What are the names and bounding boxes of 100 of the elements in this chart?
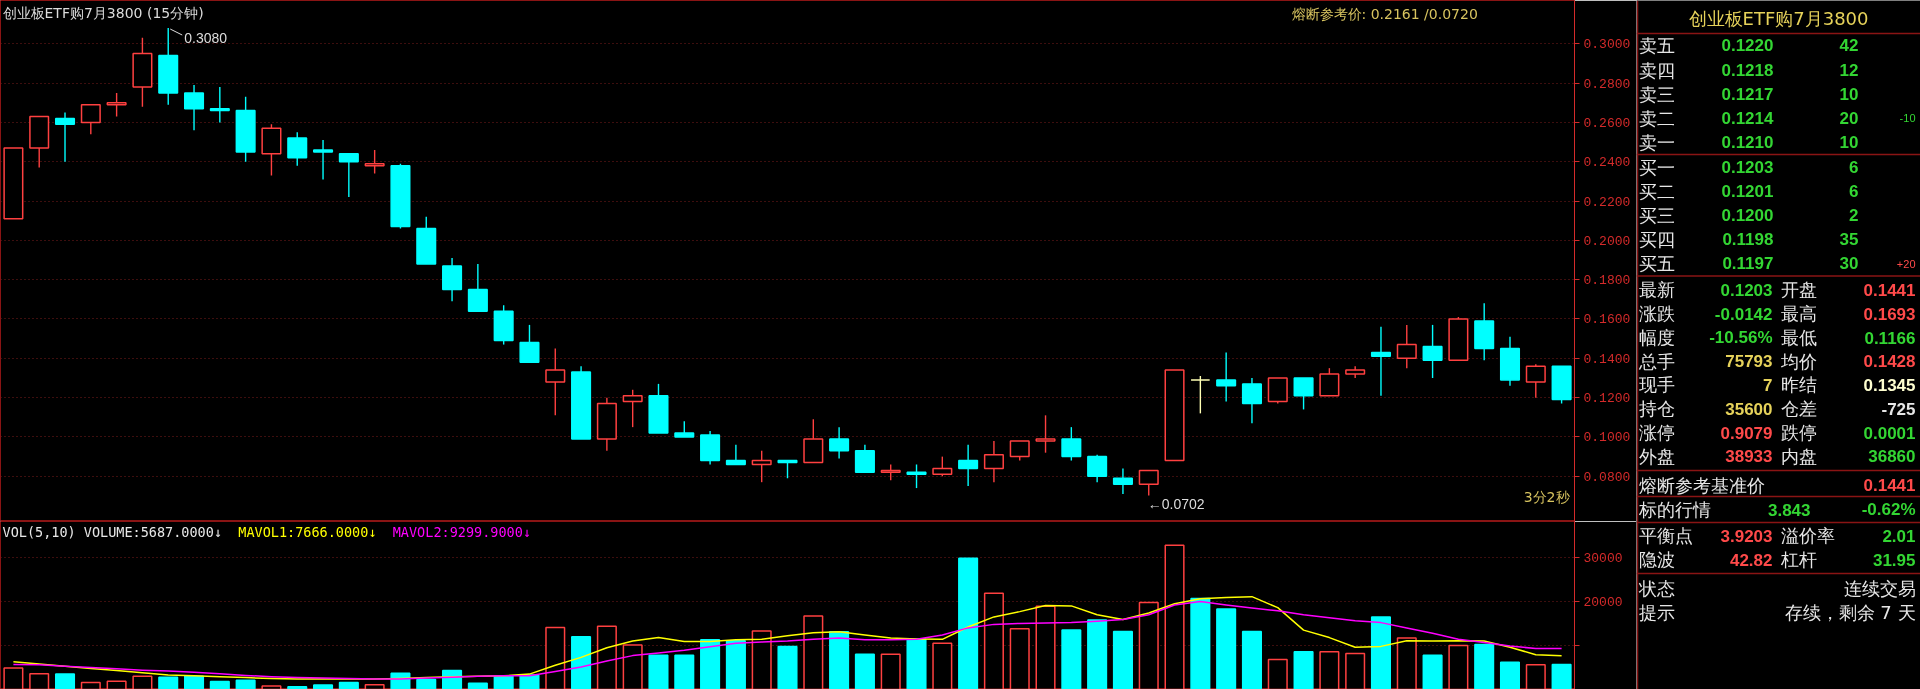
text: 连续交易 (1843, 578, 1916, 599)
text: 跌停 (1780, 422, 1817, 443)
text: 涨停 (1638, 422, 1675, 443)
text: 0.1218 12 (1721, 60, 1859, 80)
text: 0.1441 (1863, 280, 1916, 300)
bar (1474, 643, 1495, 689)
candlestick (364, 149, 385, 175)
candlestick (1525, 363, 1546, 399)
bar (1293, 650, 1314, 689)
text: 0.1217 10 (1721, 84, 1859, 104)
bar (1241, 630, 1262, 689)
candlestick (1190, 375, 1211, 415)
text: 状态 (1637, 578, 1675, 599)
candlestick (751, 450, 772, 483)
text: 买一 (1638, 157, 1675, 178)
bar (235, 679, 256, 689)
bar (1499, 661, 1521, 689)
bar (1190, 597, 1211, 689)
candlestick (958, 444, 979, 487)
text: 3.843 (1767, 500, 1811, 520)
text: -725 (1881, 399, 1916, 419)
candlestick (725, 444, 746, 466)
bar (183, 675, 205, 689)
text: 0.1198 35 (1722, 230, 1859, 249)
bar (416, 678, 437, 689)
text: 开盘 (1780, 279, 1817, 300)
candlestick (932, 455, 953, 477)
candlestick (519, 324, 540, 363)
bar (1087, 619, 1108, 689)
candlestick (1293, 377, 1314, 411)
candlestick (1241, 377, 1262, 424)
annotation: 熔断参考价: 0.2161 /0.0720 (1291, 5, 1478, 22)
text: 隐波 (1638, 549, 1675, 570)
text: 卖四 (1638, 59, 1675, 81)
bar (648, 654, 669, 689)
bar (1061, 629, 1082, 689)
bar (338, 681, 359, 689)
bar (777, 645, 798, 689)
bar (725, 639, 746, 689)
text: 卖五 (1638, 35, 1675, 56)
candlestick (854, 444, 875, 474)
text: 0.1210 10 (1721, 132, 1859, 152)
text: 31.95 (1872, 550, 1916, 570)
bar (571, 635, 592, 689)
candlestick (442, 257, 463, 302)
text: 0.1200 2 (1721, 206, 1859, 225)
candlestick (287, 131, 308, 167)
text: 最低 (1780, 327, 1817, 348)
candlestick (1319, 367, 1340, 397)
bar (1112, 630, 1133, 689)
y-tick-label: 20000 (1583, 595, 1623, 610)
candlestick (80, 103, 101, 135)
text: 幅度 (1638, 327, 1675, 348)
text: -0.62% (1861, 500, 1916, 519)
bar (1216, 608, 1237, 689)
text: -0.0142 (1714, 304, 1773, 324)
text: 36860 (1868, 447, 1916, 466)
text: 提示 (1638, 601, 1675, 623)
bar (158, 676, 179, 689)
y-tick-label: 0.2400 (1583, 155, 1631, 171)
annotation: 3分2秒 (1523, 488, 1570, 505)
annotation: ←0.0702 (1147, 495, 1205, 512)
bar (906, 638, 927, 689)
text: 0.1428 (1863, 352, 1916, 371)
text: 最高 (1780, 303, 1817, 324)
text: 买四 (1638, 229, 1675, 250)
text: 标的行情 (1637, 499, 1711, 520)
text: 0.1166 (1864, 328, 1916, 348)
candlestick (983, 440, 1004, 483)
candlestick (1061, 426, 1082, 462)
text: 75793 (1725, 352, 1773, 371)
y-tick-label: 0.2600 (1583, 115, 1631, 131)
text: 最新 (1638, 279, 1675, 300)
bar (1370, 616, 1392, 689)
text: MAVOL2:9299.9000↓ (392, 523, 531, 540)
text: +20 (1896, 257, 1916, 270)
text: 溢价率 (1780, 525, 1835, 546)
text: 0.1214 20 (1721, 108, 1859, 128)
text: 35600 (1725, 399, 1773, 419)
candlestick (1087, 453, 1108, 483)
text: 外盘 (1638, 445, 1675, 467)
candlestick (338, 153, 359, 198)
candlestick (54, 111, 76, 163)
text: 创业板ETF购7月3800 (1688, 7, 1869, 29)
y-tick-label: 0.2800 (1583, 76, 1631, 92)
text: 卖三 (1638, 83, 1675, 105)
text: 持仓 (1638, 398, 1675, 419)
candlestick (1216, 351, 1237, 403)
bar (958, 557, 979, 689)
bar (1551, 663, 1572, 689)
text: 0.1201 6 (1721, 182, 1859, 201)
bar (854, 653, 875, 689)
text: 买二 (1638, 181, 1675, 202)
y-tick-label: 0.3000 (1583, 37, 1631, 53)
bar (700, 639, 721, 689)
bar (287, 686, 308, 689)
text: 买五 (1638, 253, 1675, 274)
y-tick-label: 0.1800 (1583, 273, 1631, 289)
text: 0.1220 42 (1721, 36, 1859, 55)
candlestick (1138, 469, 1159, 497)
